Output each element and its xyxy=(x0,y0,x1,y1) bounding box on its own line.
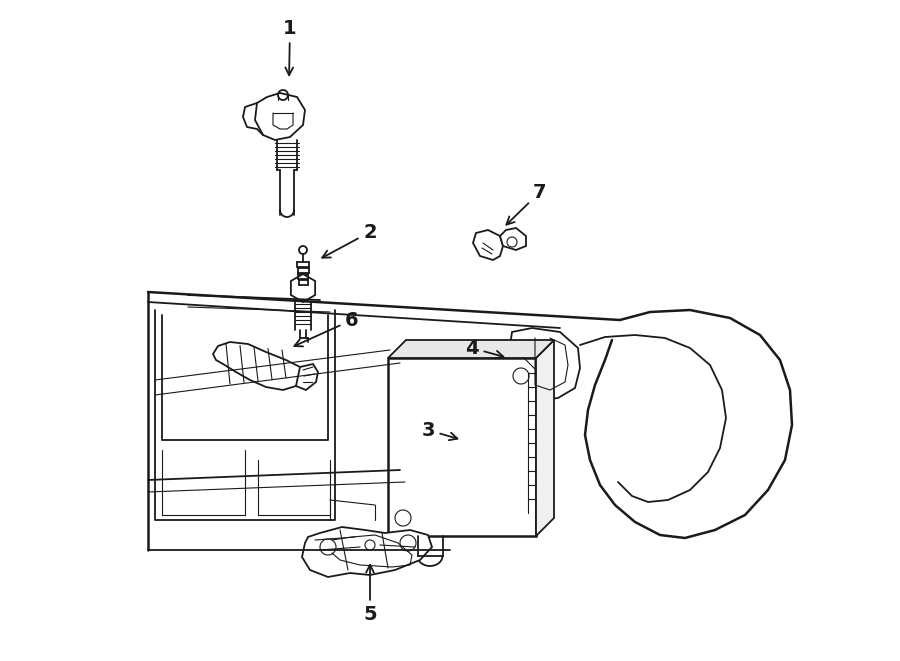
Text: 1: 1 xyxy=(284,19,297,75)
Polygon shape xyxy=(500,228,526,250)
Text: 2: 2 xyxy=(322,223,377,258)
Polygon shape xyxy=(536,340,554,536)
Polygon shape xyxy=(296,364,318,390)
Polygon shape xyxy=(302,527,432,577)
Polygon shape xyxy=(508,328,580,400)
Text: 7: 7 xyxy=(507,182,547,225)
Polygon shape xyxy=(213,342,303,390)
Text: 3: 3 xyxy=(421,420,457,440)
Polygon shape xyxy=(291,274,315,302)
Polygon shape xyxy=(473,230,503,260)
Text: 4: 4 xyxy=(465,338,503,358)
Polygon shape xyxy=(255,93,305,140)
Polygon shape xyxy=(388,340,554,358)
Polygon shape xyxy=(388,358,536,536)
Text: 6: 6 xyxy=(294,311,359,346)
Text: 5: 5 xyxy=(364,564,377,625)
